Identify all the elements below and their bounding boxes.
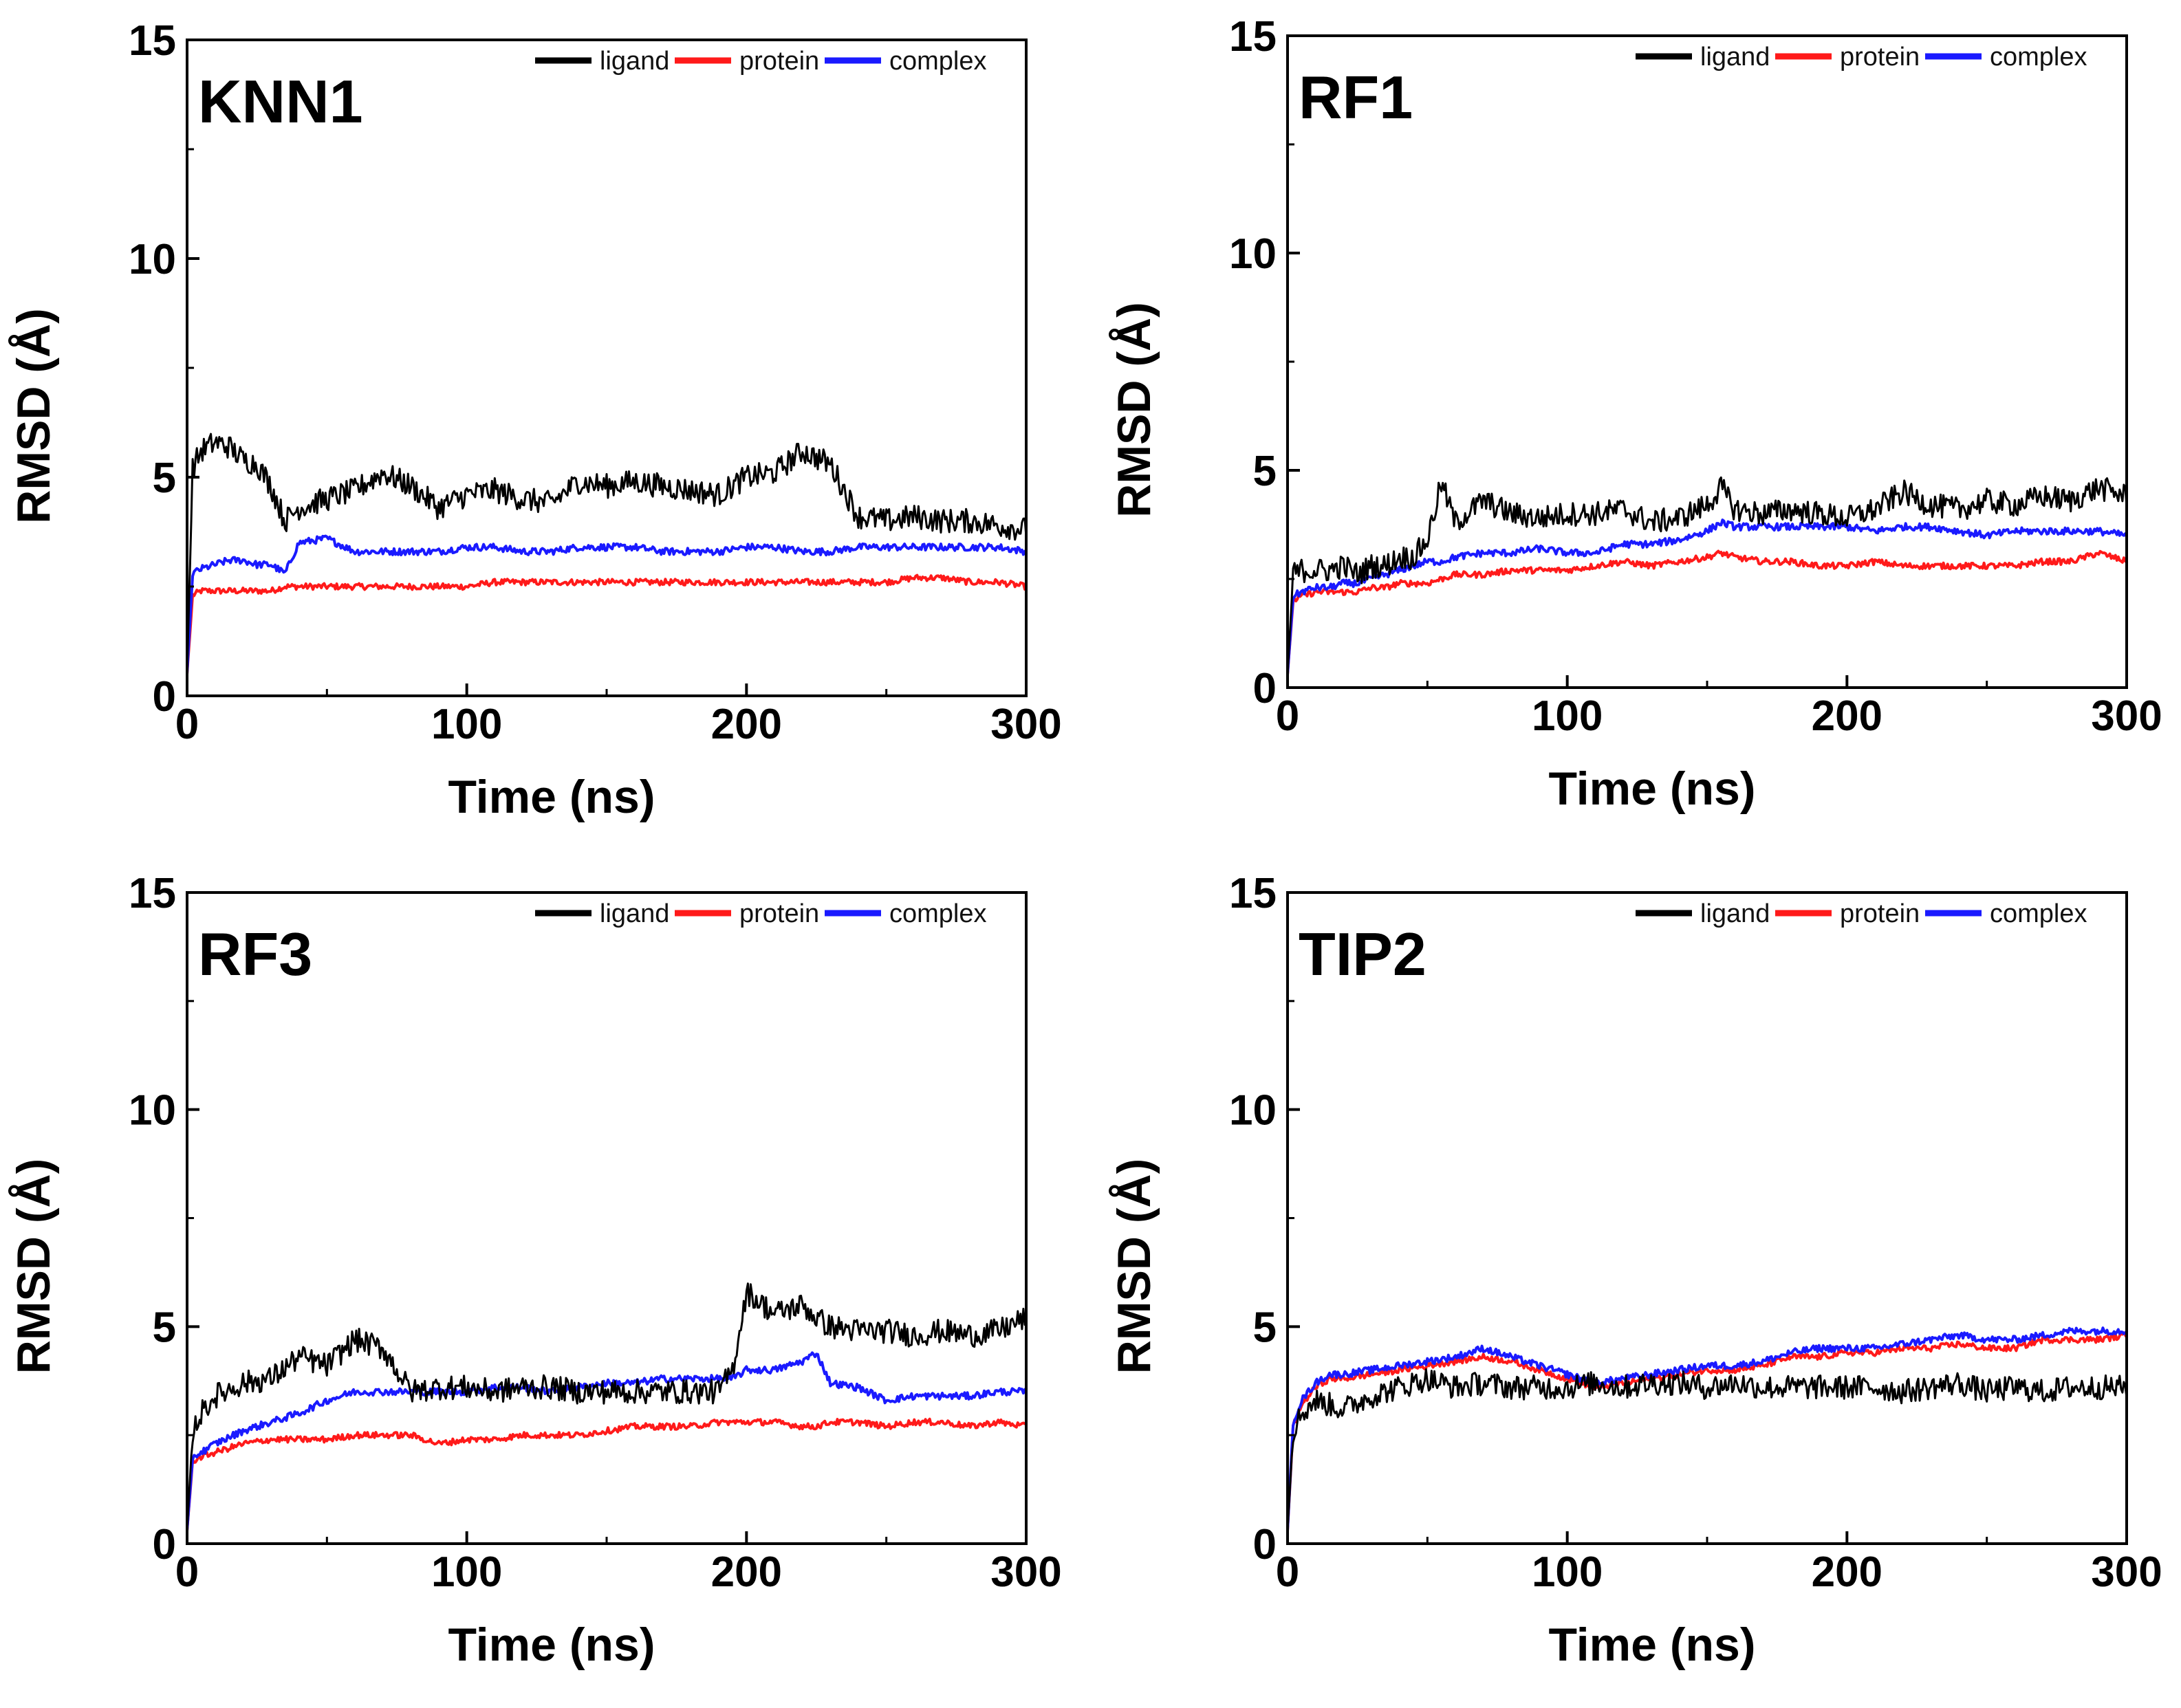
series-line-ligand [1286,476,2128,676]
y-tick-label: 5 [1253,1304,1277,1351]
y-axis-title: RMSD (Å) [1108,302,1160,518]
legend-label-ligand: ligand [600,47,669,76]
series-group [186,1282,1028,1533]
legend-label-protein: protein [1840,43,1920,72]
x-tick-label: 0 [175,1548,199,1596]
series-line-ligand [1286,1368,2128,1532]
x-tick-label: 200 [1812,692,1882,740]
y-tick-label: 0 [153,673,176,721]
x-axis-title: Time (ns) [1548,763,1755,815]
legend-label-ligand: ligand [1700,43,1770,72]
panel-title: TIP2 [1299,920,1426,988]
legend-label-ligand: ligand [600,899,669,928]
legend-label-protein: protein [739,47,819,76]
y-axis-title: RMSD (Å) [1108,1159,1160,1375]
series-line-complex [186,1351,1028,1533]
x-axis-title: Time (ns) [448,771,655,823]
x-tick-label: 300 [2091,692,2162,740]
panel-tip2: 0 100 200 300 0 5 10 15 Time (ns) RMSD (Å) TIP2 lig… [1108,870,2162,1671]
y-tick-label: 15 [1229,870,1277,917]
y-tick-label: 15 [129,17,176,65]
series-line-complex [186,534,1028,676]
legend-label-protein: protein [1840,899,1920,928]
series-line-protein [1286,549,2128,676]
y-tick-label: 15 [129,870,176,917]
panel-knn1: 0 100 200 300 0 5 10 15 Time (ns) RMSD (Å) KNN1 lig… [8,17,1062,823]
series-line-protein [186,1417,1028,1533]
y-tick-label: 10 [129,1087,176,1135]
x-tick-label: 300 [2091,1548,2162,1596]
y-tick-label: 5 [153,455,176,502]
x-tick-label: 0 [175,701,199,748]
y-tick-label: 10 [1229,230,1277,278]
series-group [1286,476,2128,676]
x-tick-label: 200 [711,1548,782,1596]
y-axis-title: RMSD (Å) [8,1159,60,1375]
x-axis-title: Time (ns) [1548,1619,1755,1671]
legend-label-complex: complex [889,47,987,76]
legend-label-complex: complex [1990,43,2087,72]
series-line-complex [1286,1326,2128,1533]
y-tick-label: 0 [153,1521,176,1568]
x-tick-label: 100 [1532,1548,1603,1596]
y-tick-label: 5 [153,1304,176,1351]
x-tick-label: 200 [711,701,782,748]
y-tick-label: 15 [1229,13,1277,61]
series-line-ligand [186,433,1028,675]
legend-label-ligand: ligand [1700,899,1770,928]
legend: ligand protein complex [1636,43,2087,72]
x-tick-label: 100 [431,701,502,748]
legend-label-complex: complex [889,899,987,928]
panel-title: KNN1 [198,67,363,135]
series-line-ligand [186,1282,1028,1532]
y-tick-label: 0 [1253,665,1277,712]
x-tick-label: 0 [1276,1548,1299,1596]
y-axis-title: RMSD (Å) [8,308,60,524]
legend-label-protein: protein [739,899,819,928]
y-tick-label: 5 [1253,448,1277,495]
panel-rf3: 0 100 200 300 0 5 10 15 Time (ns) RMSD (Å) RF3 liga… [8,870,1062,1671]
x-tick-label: 300 [990,701,1061,748]
panel-title: RF1 [1299,63,1413,131]
panel-title: RF3 [198,920,312,988]
series-group [186,433,1028,676]
plot-frame [186,891,1028,1545]
series-line-complex [1286,518,2128,676]
plot-frame [1286,891,2128,1545]
legend: ligand protein complex [1636,899,2087,928]
legend: ligand protein complex [535,47,987,76]
y-tick-label: 10 [129,236,176,283]
plot-frame [1286,34,2128,689]
x-tick-label: 0 [1276,692,1299,740]
panel-rf1: 0 100 200 300 0 5 10 15 Time (ns) RMSD (Å) RF1 liga… [1108,13,2162,815]
x-tick-label: 100 [1532,692,1603,740]
series-group [1286,1326,2128,1533]
series-line-protein [186,573,1028,676]
x-tick-label: 300 [990,1548,1061,1596]
x-tick-label: 100 [431,1548,502,1596]
plot-frame [186,39,1028,697]
y-tick-label: 10 [1229,1087,1277,1135]
x-axis-title: Time (ns) [448,1619,655,1671]
x-tick-label: 200 [1812,1548,1882,1596]
legend-label-complex: complex [1990,899,2087,928]
legend: ligand protein complex [535,899,987,928]
y-tick-label: 0 [1253,1521,1277,1568]
